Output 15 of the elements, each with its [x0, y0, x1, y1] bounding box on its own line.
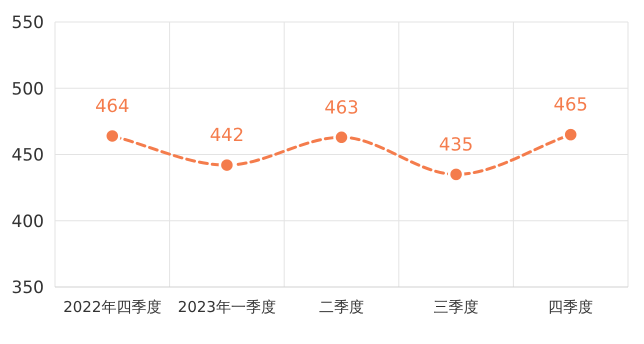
y-tick-label: 450	[12, 146, 44, 166]
data-label: 463	[324, 97, 359, 118]
data-label: 465	[554, 94, 588, 116]
data-label: 442	[210, 125, 244, 146]
x-tick-label: 四季度	[548, 298, 594, 316]
data-label: 464	[95, 96, 130, 117]
y-tick-label: 550	[12, 13, 44, 33]
x-tick-label: 二季度	[319, 298, 364, 316]
y-tick-label: 350	[12, 278, 44, 298]
y-tick-label: 400	[12, 212, 44, 232]
x-tick-label: 2023年一季度	[178, 298, 276, 316]
data-label: 435	[438, 134, 474, 156]
x-tick-label: 2022年四季度	[63, 298, 162, 316]
x-tick-label: 三季度	[434, 298, 479, 316]
y-tick-label: 500	[12, 79, 44, 100]
